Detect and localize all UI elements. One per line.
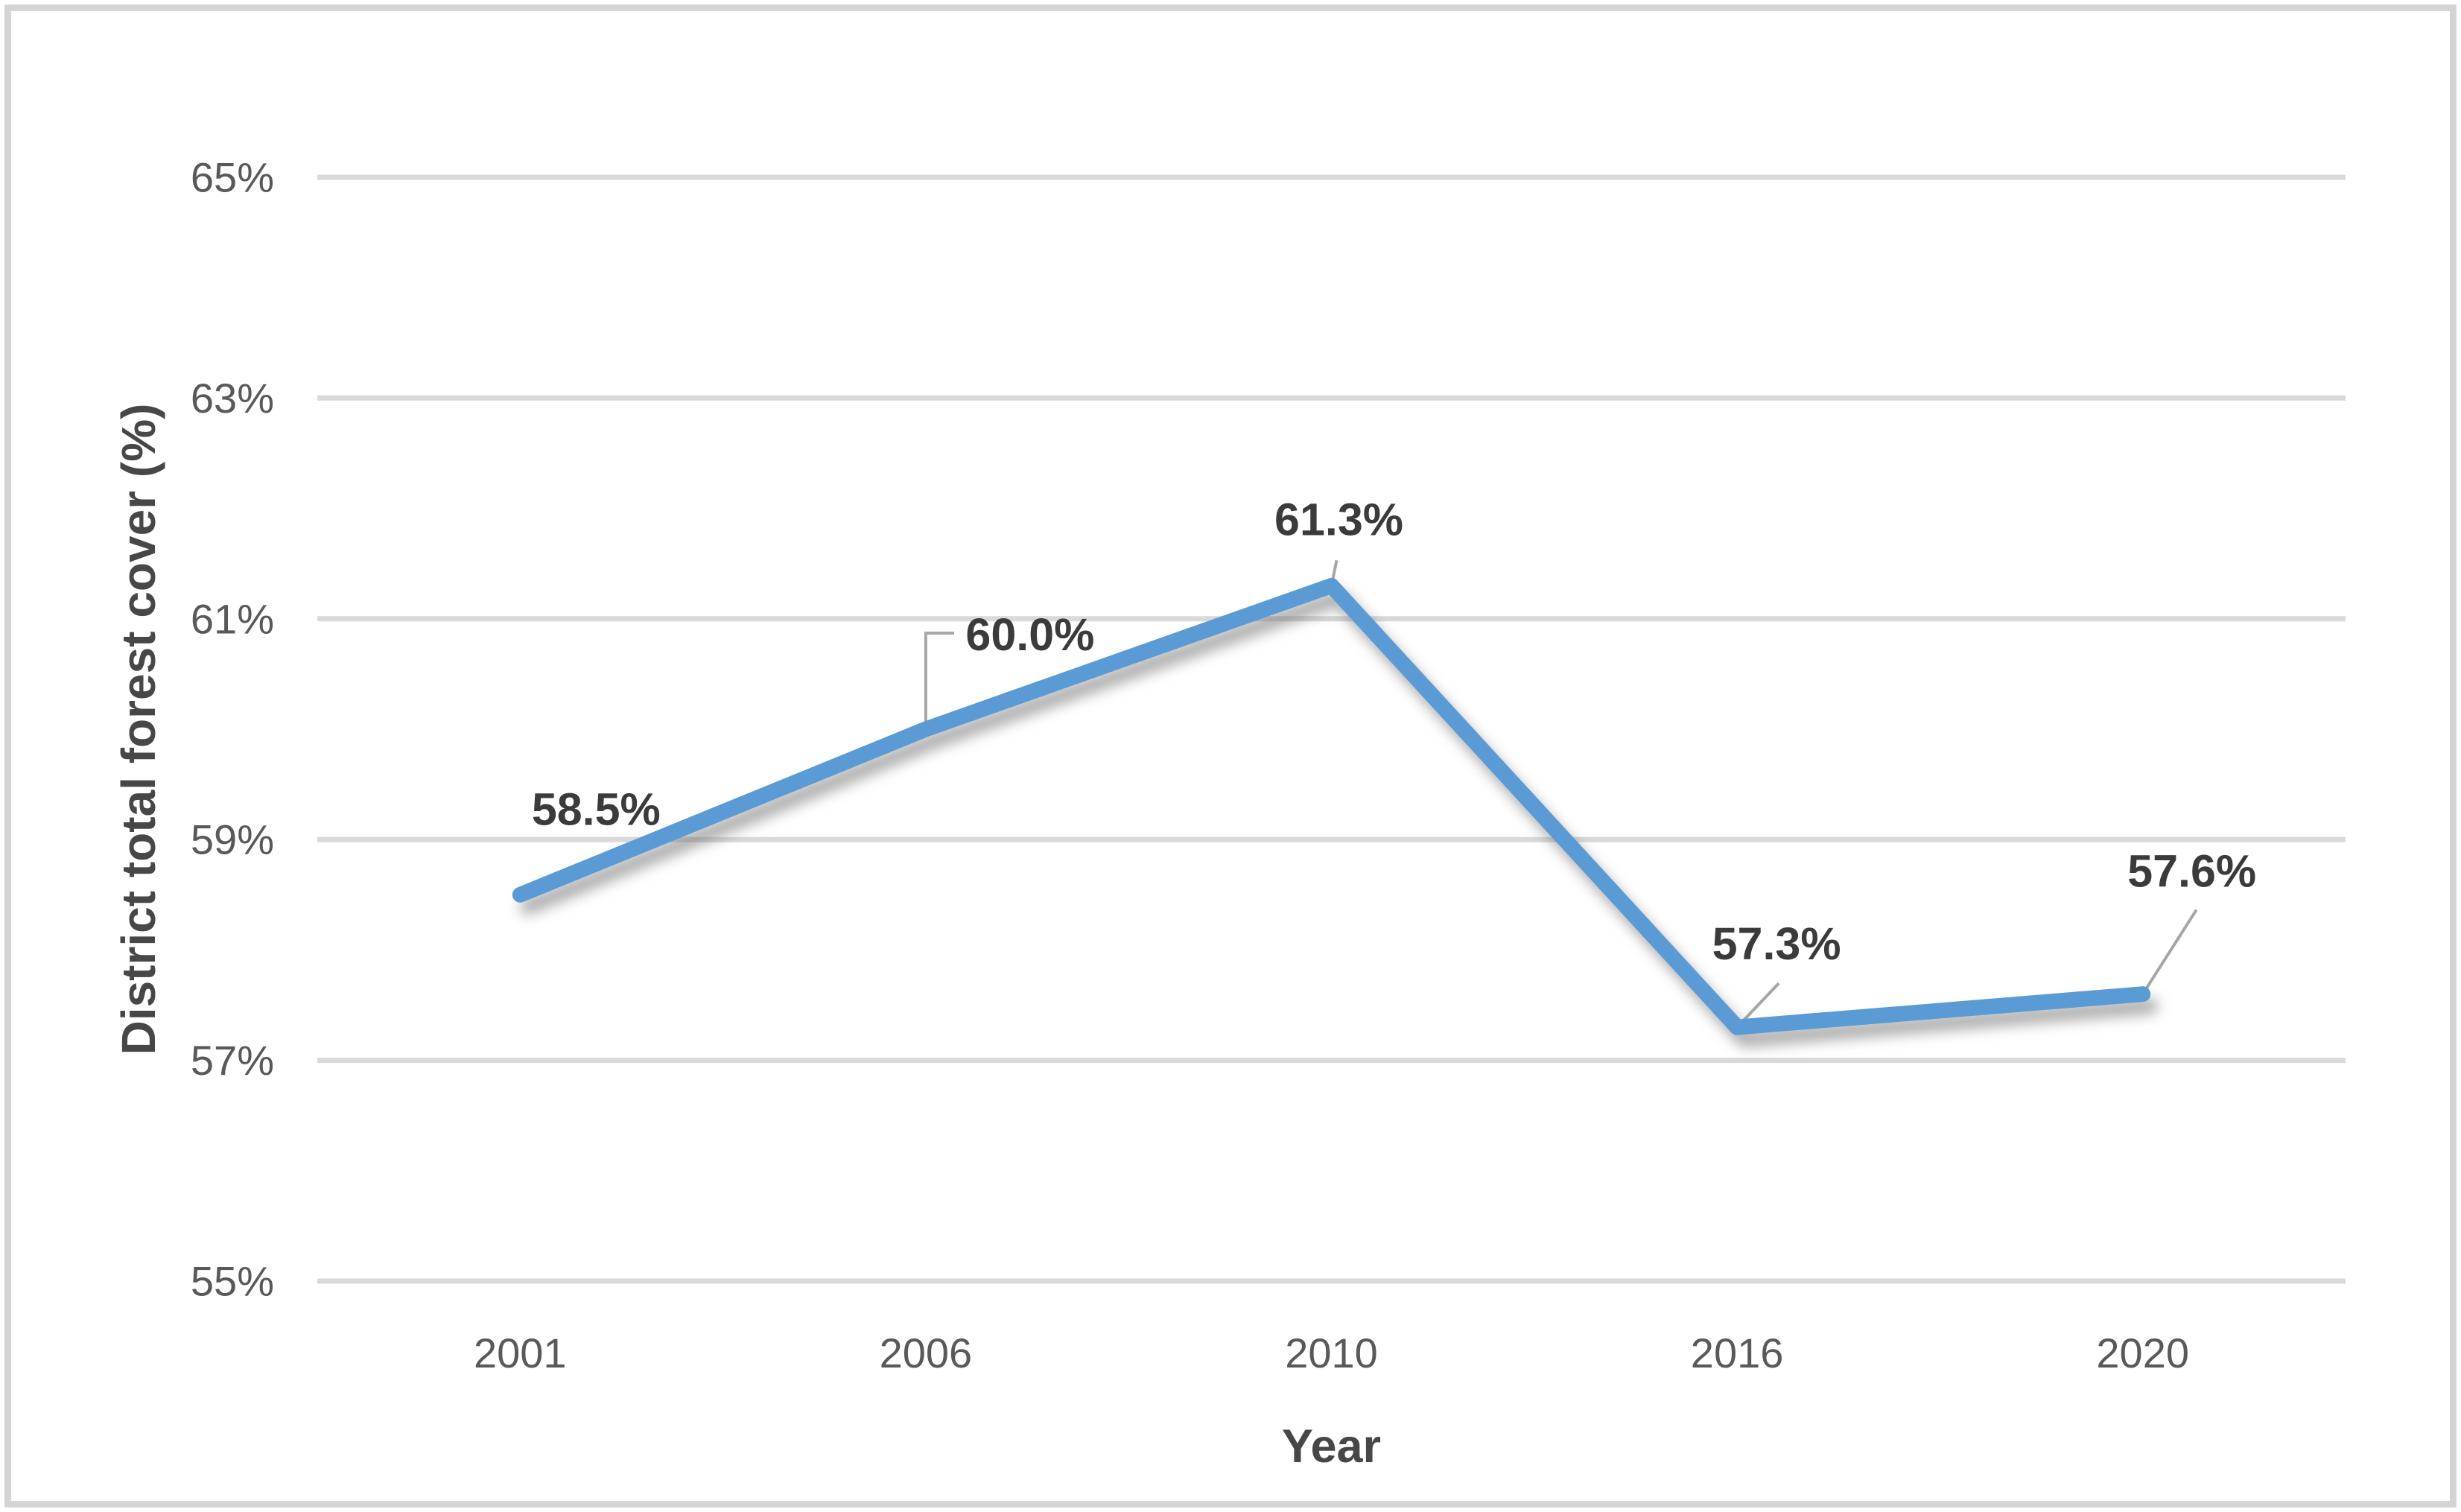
data-label: 57.3% xyxy=(1712,918,1841,969)
y-axis-tick-label: 61% xyxy=(191,595,274,642)
data-label: 58.5% xyxy=(532,784,661,834)
x-axis-tick-label: 2020 xyxy=(2096,1330,2189,1376)
forest-cover-series-line xyxy=(512,577,2151,1035)
y-axis-tick-label: 63% xyxy=(191,375,274,422)
x-axis-tick-label: 2001 xyxy=(474,1330,567,1376)
y-axis-tick-label: 55% xyxy=(191,1258,274,1305)
x-axis-tick-label: 2016 xyxy=(1691,1330,1784,1376)
x-axis-tick-label: 2010 xyxy=(1285,1330,1378,1376)
data-label-leader-line xyxy=(924,632,954,729)
y-axis-tick-label: 57% xyxy=(191,1037,274,1084)
x-axis-tick-label: 2006 xyxy=(880,1330,973,1376)
y-axis-title: District total forest cover (%) xyxy=(112,404,165,1055)
data-label-leader-line xyxy=(2141,909,2198,995)
x-axis-title: Year xyxy=(1282,1420,1381,1473)
data-label: 60.0% xyxy=(965,609,1094,660)
y-axis-tick-label: 59% xyxy=(191,816,274,863)
data-label: 61.3% xyxy=(1274,494,1403,544)
data-label: 57.6% xyxy=(2127,846,2256,897)
y-axis-tick-label: 65% xyxy=(191,154,274,201)
